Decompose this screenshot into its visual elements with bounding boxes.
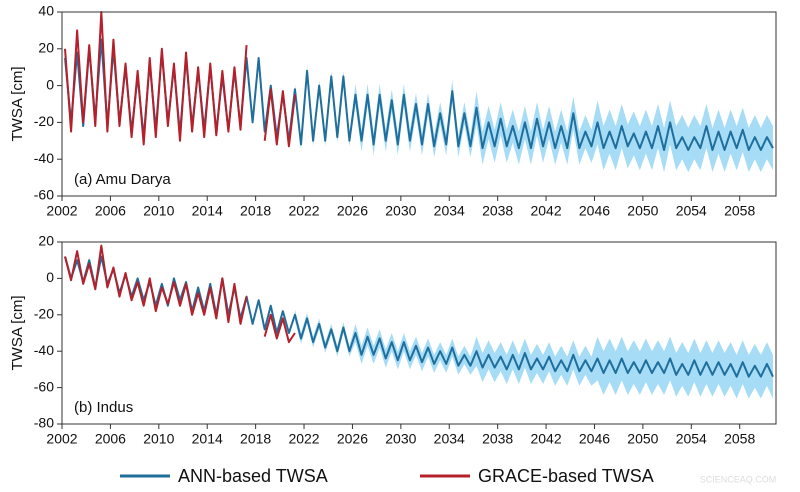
y-tick-label: 0 [46, 76, 54, 92]
x-tick-label: 2046 [579, 431, 610, 447]
plot-frame [61, 11, 777, 197]
x-tick-label: 2046 [579, 203, 610, 219]
plot-frame [61, 241, 777, 425]
legend-label: ANN-based TWSA [178, 466, 328, 486]
y-tick-label: -20 [34, 306, 54, 322]
x-tick-label: 2002 [46, 203, 77, 219]
x-tick-label: 2018 [240, 203, 271, 219]
y-tick-label: 20 [38, 40, 54, 56]
x-tick-label: 2022 [288, 431, 319, 447]
x-tick-label: 2038 [482, 431, 513, 447]
x-tick-label: 2042 [530, 431, 561, 447]
y-tick-label: -60 [34, 187, 54, 203]
y-tick-label: 0 [46, 269, 54, 285]
x-tick-label: 2054 [676, 431, 707, 447]
x-tick-label: 2034 [434, 203, 465, 219]
y-tick-label: 20 [38, 233, 54, 249]
x-tick-label: 2010 [143, 203, 174, 219]
y-tick-label: -20 [34, 113, 54, 129]
x-tick-label: 2042 [530, 203, 561, 219]
legend-label: GRACE-based TWSA [478, 466, 654, 486]
panel-label: (a) Amu Darya [74, 171, 171, 188]
y-tick-label: -60 [34, 378, 54, 394]
series-line [64, 11, 296, 148]
x-tick-label: 2038 [482, 203, 513, 219]
y-tick-label: 40 [38, 3, 54, 19]
x-tick-label: 2054 [676, 203, 707, 219]
x-tick-label: 2050 [627, 203, 658, 219]
y-axis-label: TWSA [cm] [9, 67, 26, 142]
x-tick-label: 2022 [288, 203, 319, 219]
series-line [64, 244, 296, 344]
x-tick-label: 2006 [95, 431, 126, 447]
panel-label: (b) Indus [74, 399, 133, 416]
x-tick-label: 2014 [192, 431, 223, 447]
x-tick-label: 2002 [46, 431, 77, 447]
x-tick-label: 2030 [385, 203, 416, 219]
x-tick-label: 2014 [192, 203, 223, 219]
x-tick-label: 2026 [337, 431, 368, 447]
x-tick-label: 2006 [95, 203, 126, 219]
y-axis-label: TWSA [cm] [9, 296, 26, 371]
x-tick-label: 2034 [434, 431, 465, 447]
uncertainty-band [294, 65, 773, 173]
x-tick-label: 2030 [385, 431, 416, 447]
x-tick-label: 2058 [724, 431, 755, 447]
x-tick-label: 2050 [627, 431, 658, 447]
x-tick-label: 2010 [143, 431, 174, 447]
x-tick-label: 2026 [337, 203, 368, 219]
watermark: SCIENCEAQ.COM [700, 474, 777, 484]
x-tick-label: 2018 [240, 431, 271, 447]
x-tick-label: 2058 [724, 203, 755, 219]
y-tick-label: -40 [34, 342, 54, 358]
y-tick-label: -40 [34, 150, 54, 166]
uncertainty-band [294, 309, 773, 399]
y-tick-label: -80 [34, 415, 54, 431]
